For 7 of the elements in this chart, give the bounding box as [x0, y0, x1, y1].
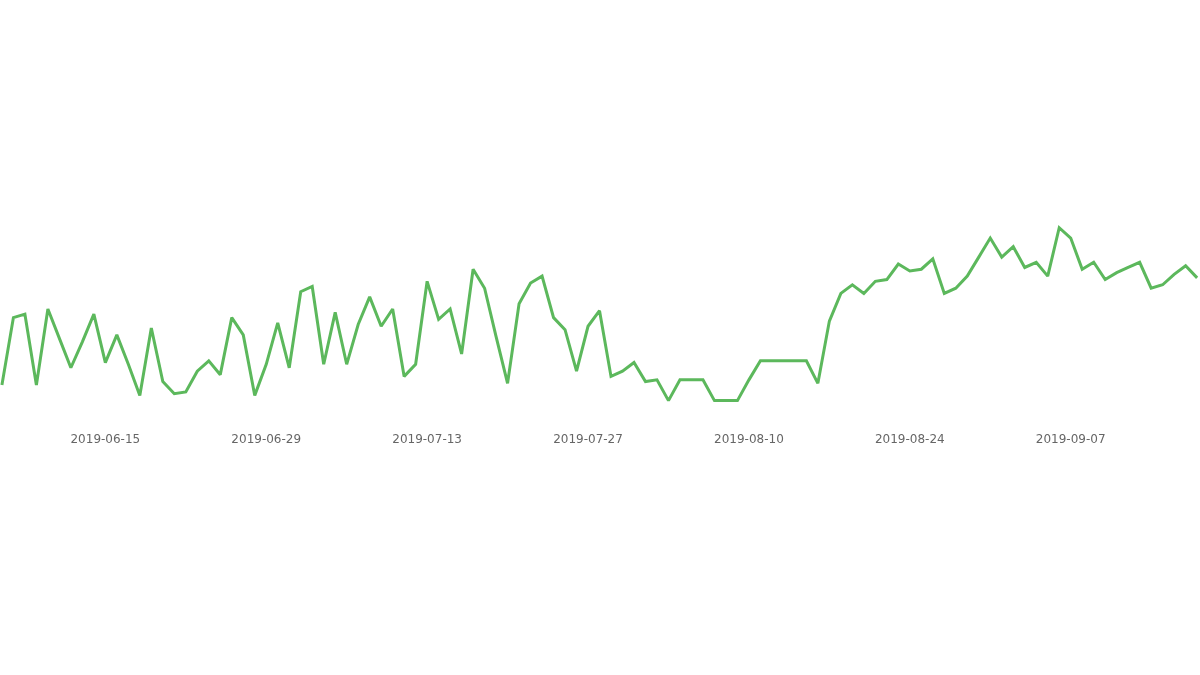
x-tick-label: 2019-08-24: [874, 432, 945, 446]
x-tick-label: 2019-06-29: [231, 432, 302, 446]
x-tick-label: 2019-08-10: [714, 432, 784, 446]
x-tick-label: 2019-07-13: [392, 432, 463, 446]
x-tick-label: 2019-07-27: [553, 432, 623, 446]
x-tick-label: 2019-06-15: [70, 432, 141, 446]
x-tick-label: 2019-09-07: [1035, 432, 1106, 446]
